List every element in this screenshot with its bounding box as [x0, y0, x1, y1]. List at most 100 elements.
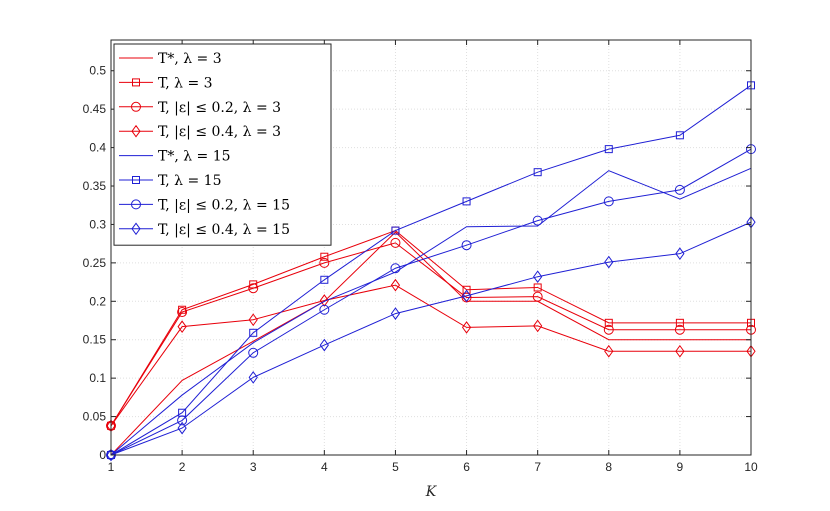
legend-label: T*, λ = 3	[158, 51, 222, 67]
plot-frame	[110, 39, 752, 456]
axis-ticks: 1 2 3 4 5 6 7 8 9 10 0 0.05 0.1 0.15 0.2 0.25 0.3 0.35 0.4…	[83, 40, 758, 474]
x-tick-label: 9	[677, 460, 684, 474]
legend-box	[113, 43, 332, 246]
legend-label: T, λ = 3	[158, 75, 213, 91]
data-point	[391, 226, 400, 235]
legend-marker	[131, 124, 141, 138]
data-point	[319, 304, 330, 315]
data-series	[106, 81, 756, 462]
data-point	[248, 313, 258, 327]
data-point	[604, 318, 613, 327]
data-point	[674, 324, 685, 335]
legend: T*, λ = 3 T, λ = 3 T, |ε| ≤ 0.2, λ = 3 T, |…	[113, 43, 332, 246]
series-3	[106, 237, 756, 431]
legend-label: T, |ε| ≤ 0.4, λ = 3	[158, 124, 281, 140]
series-line	[110, 284, 751, 427]
x-tick-label: 3	[250, 460, 257, 474]
data-point	[249, 328, 258, 337]
data-point	[106, 448, 116, 462]
legend-label: T, |ε| ≤ 0.2, λ = 3	[158, 100, 281, 116]
series-5	[110, 167, 752, 456]
x-axis-label: K	[425, 484, 438, 500]
data-point	[177, 421, 187, 435]
data-point	[178, 305, 187, 314]
legend-entry: T*, λ = 3	[119, 51, 222, 67]
data-point	[461, 289, 472, 303]
data-point	[533, 168, 542, 177]
data-point	[177, 320, 187, 334]
series-line	[110, 242, 751, 427]
legend-entry: T, |ε| ≤ 0.2, λ = 3	[119, 100, 281, 116]
data-point	[390, 237, 401, 248]
data-point	[319, 338, 329, 352]
x-tick-label: 5	[392, 460, 399, 474]
data-point	[319, 294, 329, 307]
series-line	[110, 221, 752, 456]
data-point	[604, 344, 614, 358]
data-point	[462, 197, 471, 206]
x-tick-label: 8	[605, 460, 612, 474]
y-tick-label: 0.2	[89, 294, 106, 308]
y-tick-label: 0.1	[89, 371, 106, 385]
legend-label: T, λ = 15	[158, 173, 222, 189]
y-tick-label: 0.15	[83, 333, 107, 347]
series-line	[110, 230, 751, 427]
legend-label: T, |ε| ≤ 0.4, λ = 15	[158, 222, 290, 238]
y-tick-label: 0.45	[83, 102, 107, 116]
legend-entry: T, |ε| ≤ 0.2, λ = 15	[119, 197, 290, 213]
data-point	[533, 319, 543, 333]
x-tick-label: 7	[534, 460, 541, 474]
y-tick-label: 0.25	[83, 256, 107, 270]
data-point	[177, 307, 188, 318]
x-tick-label: 2	[179, 460, 186, 474]
y-tick-label: 0	[99, 448, 106, 462]
data-point	[461, 240, 472, 251]
data-point	[248, 283, 259, 294]
series-line	[110, 231, 751, 456]
data-point	[532, 291, 543, 302]
series-4	[106, 278, 756, 433]
data-point	[177, 415, 188, 426]
legend-entry: T*, λ = 15	[119, 149, 231, 165]
data-point	[319, 257, 330, 268]
series-1	[110, 231, 751, 456]
legend-marker	[131, 101, 141, 112]
y-tick-label: 0.35	[83, 179, 107, 193]
x-tick-label: 6	[463, 460, 470, 474]
legend-entry: T, λ = 15	[119, 173, 222, 189]
data-point	[248, 347, 259, 358]
data-point	[533, 270, 543, 284]
data-point	[675, 131, 684, 140]
x-tick-label: 10	[744, 460, 758, 474]
legend-marker	[132, 176, 140, 184]
data-point	[604, 145, 613, 154]
data-point	[248, 371, 258, 384]
data-point	[320, 252, 329, 261]
series-line	[110, 84, 752, 456]
y-tick-label: 0.05	[83, 410, 107, 424]
series-line	[110, 167, 752, 456]
x-tick-label: 4	[321, 460, 328, 474]
legend-marker	[131, 199, 141, 210]
data-point	[675, 318, 684, 327]
data-point	[320, 275, 329, 284]
legend-label: T*, λ = 15	[158, 149, 231, 165]
y-tick-label: 0.5	[89, 64, 106, 78]
data-point	[674, 184, 685, 195]
data-point	[603, 324, 614, 335]
data-point	[390, 263, 401, 274]
legend-entry: T, |ε| ≤ 0.4, λ = 15	[119, 222, 290, 238]
data-point	[461, 321, 472, 334]
legend-entry: T, λ = 3	[119, 75, 213, 91]
x-tick-label: 1	[108, 460, 115, 474]
data-point	[532, 215, 543, 226]
data-point	[675, 344, 685, 358]
data-point	[390, 307, 401, 320]
data-point	[675, 247, 685, 260]
y-tick-label: 0.3	[89, 217, 106, 231]
legend-marker	[132, 78, 140, 87]
data-point	[390, 278, 401, 292]
y-tick-label: 0.4	[89, 141, 106, 155]
data-point	[604, 255, 614, 269]
legend-entry: T, |ε| ≤ 0.4, λ = 3	[119, 124, 281, 140]
